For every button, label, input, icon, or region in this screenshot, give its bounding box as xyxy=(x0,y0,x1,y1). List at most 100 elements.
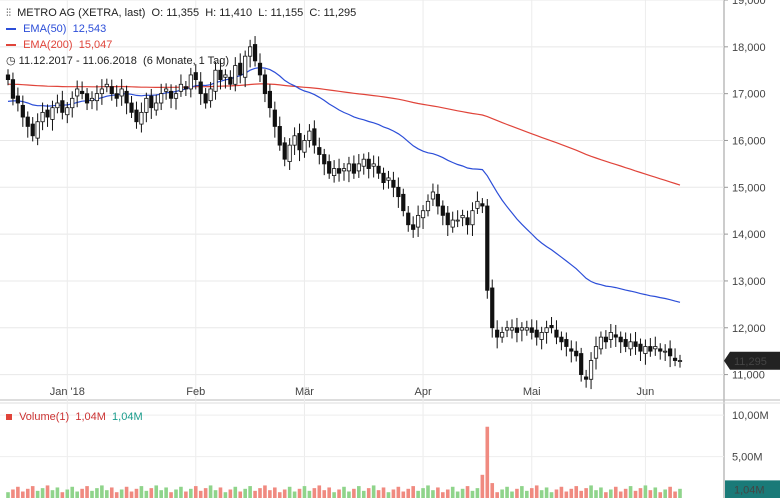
candle-body xyxy=(203,93,208,104)
volume-bar xyxy=(515,488,519,498)
y-tick-label: 11,000 xyxy=(732,370,765,382)
volume-bar xyxy=(460,488,465,498)
x-tick-label: Jan '18 xyxy=(50,386,85,398)
candle-body xyxy=(495,329,500,338)
volume-bar xyxy=(376,490,381,498)
volume-bar xyxy=(243,488,247,498)
x-tick-label: Mär xyxy=(295,386,314,398)
volume-bar xyxy=(599,487,603,498)
volume-bar xyxy=(302,486,307,498)
volume-bar xyxy=(95,488,99,498)
volume-bar xyxy=(554,489,559,498)
volume-tick-label: 10,00M xyxy=(732,410,769,422)
volume-bar xyxy=(25,488,30,498)
candle-body xyxy=(50,107,55,120)
candle-body xyxy=(129,102,134,113)
candle-body xyxy=(218,69,223,80)
volume-bar xyxy=(539,490,544,498)
volume-bar xyxy=(510,491,514,498)
candle-body xyxy=(287,144,292,162)
candle-body xyxy=(554,329,559,338)
volume-bar xyxy=(500,489,504,498)
volume-bar xyxy=(584,488,588,498)
candle-body xyxy=(25,116,30,127)
candle-body xyxy=(267,90,272,109)
volume-bar xyxy=(332,492,336,498)
volume-bar xyxy=(421,488,425,498)
volume-legend: Volume(1) 1,04M 1,04M xyxy=(6,410,143,424)
volume-bar xyxy=(371,485,376,498)
header-row: ⫶⫶ METRO AG (XETRA, last) O: 11,355 H: 1… xyxy=(6,7,357,19)
y-tick-label: 17,000 xyxy=(732,89,766,101)
volume-bar xyxy=(411,486,415,498)
clock-icon: ◷ xyxy=(6,55,16,67)
ema50-legend: EMA(50) 12,543 xyxy=(6,22,106,36)
volume-bar xyxy=(450,486,455,498)
candle-body xyxy=(425,200,431,212)
volume-bar xyxy=(638,488,643,498)
volume-bar xyxy=(673,491,677,498)
volume-bar xyxy=(678,488,682,498)
volume-bar xyxy=(604,492,608,498)
volume-tick-label: 5,00M xyxy=(732,452,763,464)
volume-bar xyxy=(623,488,628,498)
volume-bar xyxy=(386,492,391,498)
volume-bar xyxy=(643,485,648,498)
candle-body xyxy=(183,86,188,90)
candle-body xyxy=(114,93,119,99)
candle-body xyxy=(509,327,515,331)
candle-body xyxy=(75,88,80,97)
volume-bar xyxy=(154,485,159,498)
candle-body xyxy=(208,88,213,102)
candle-body xyxy=(70,97,75,109)
volume-bar xyxy=(505,486,509,498)
volume-bar xyxy=(559,486,564,498)
volume-bar xyxy=(179,486,183,498)
volume-bar xyxy=(134,488,139,498)
volume-bar xyxy=(441,492,445,498)
candle-body xyxy=(356,163,361,172)
x-tick-label: Mai xyxy=(523,386,541,398)
volume-bar xyxy=(189,488,193,498)
volume-bar xyxy=(21,491,25,498)
volume-bar xyxy=(495,492,499,498)
volume-bar xyxy=(11,489,15,498)
candle-body xyxy=(396,186,401,198)
candle-body xyxy=(416,214,421,228)
volume-bar xyxy=(337,489,341,498)
candle-body xyxy=(480,203,485,207)
candle-body xyxy=(5,74,11,81)
candle-body xyxy=(653,346,658,350)
volume-bar xyxy=(312,488,317,498)
volume-bar xyxy=(114,492,119,498)
candle-body xyxy=(322,154,327,165)
candle-body xyxy=(94,93,100,102)
volume-bar xyxy=(174,489,178,498)
candle-body xyxy=(198,81,203,95)
volume-bar xyxy=(406,488,411,498)
candle-body xyxy=(213,69,218,92)
volume-bar xyxy=(445,489,450,498)
candle-body xyxy=(248,46,253,57)
candle-body xyxy=(519,327,524,331)
candle-body xyxy=(317,147,322,155)
volume-bar xyxy=(193,486,198,498)
last-price-label: 11,295 xyxy=(734,356,767,368)
candle-body xyxy=(104,83,109,88)
candle-body xyxy=(65,107,70,116)
volume-bar xyxy=(381,487,386,498)
volume-bar xyxy=(287,486,292,498)
candle-body xyxy=(559,336,564,343)
candle-body xyxy=(341,168,347,172)
candle-body xyxy=(460,214,465,219)
candle-body xyxy=(475,200,480,209)
candle-body xyxy=(119,88,124,97)
volume-bar xyxy=(45,485,50,498)
candlestick-icon: ⫶⫶ xyxy=(6,8,11,19)
candle-body xyxy=(504,327,510,331)
volume-bar xyxy=(549,492,554,498)
candle-body xyxy=(238,62,243,76)
volume-bar xyxy=(490,483,495,498)
volume-bar xyxy=(609,489,613,498)
